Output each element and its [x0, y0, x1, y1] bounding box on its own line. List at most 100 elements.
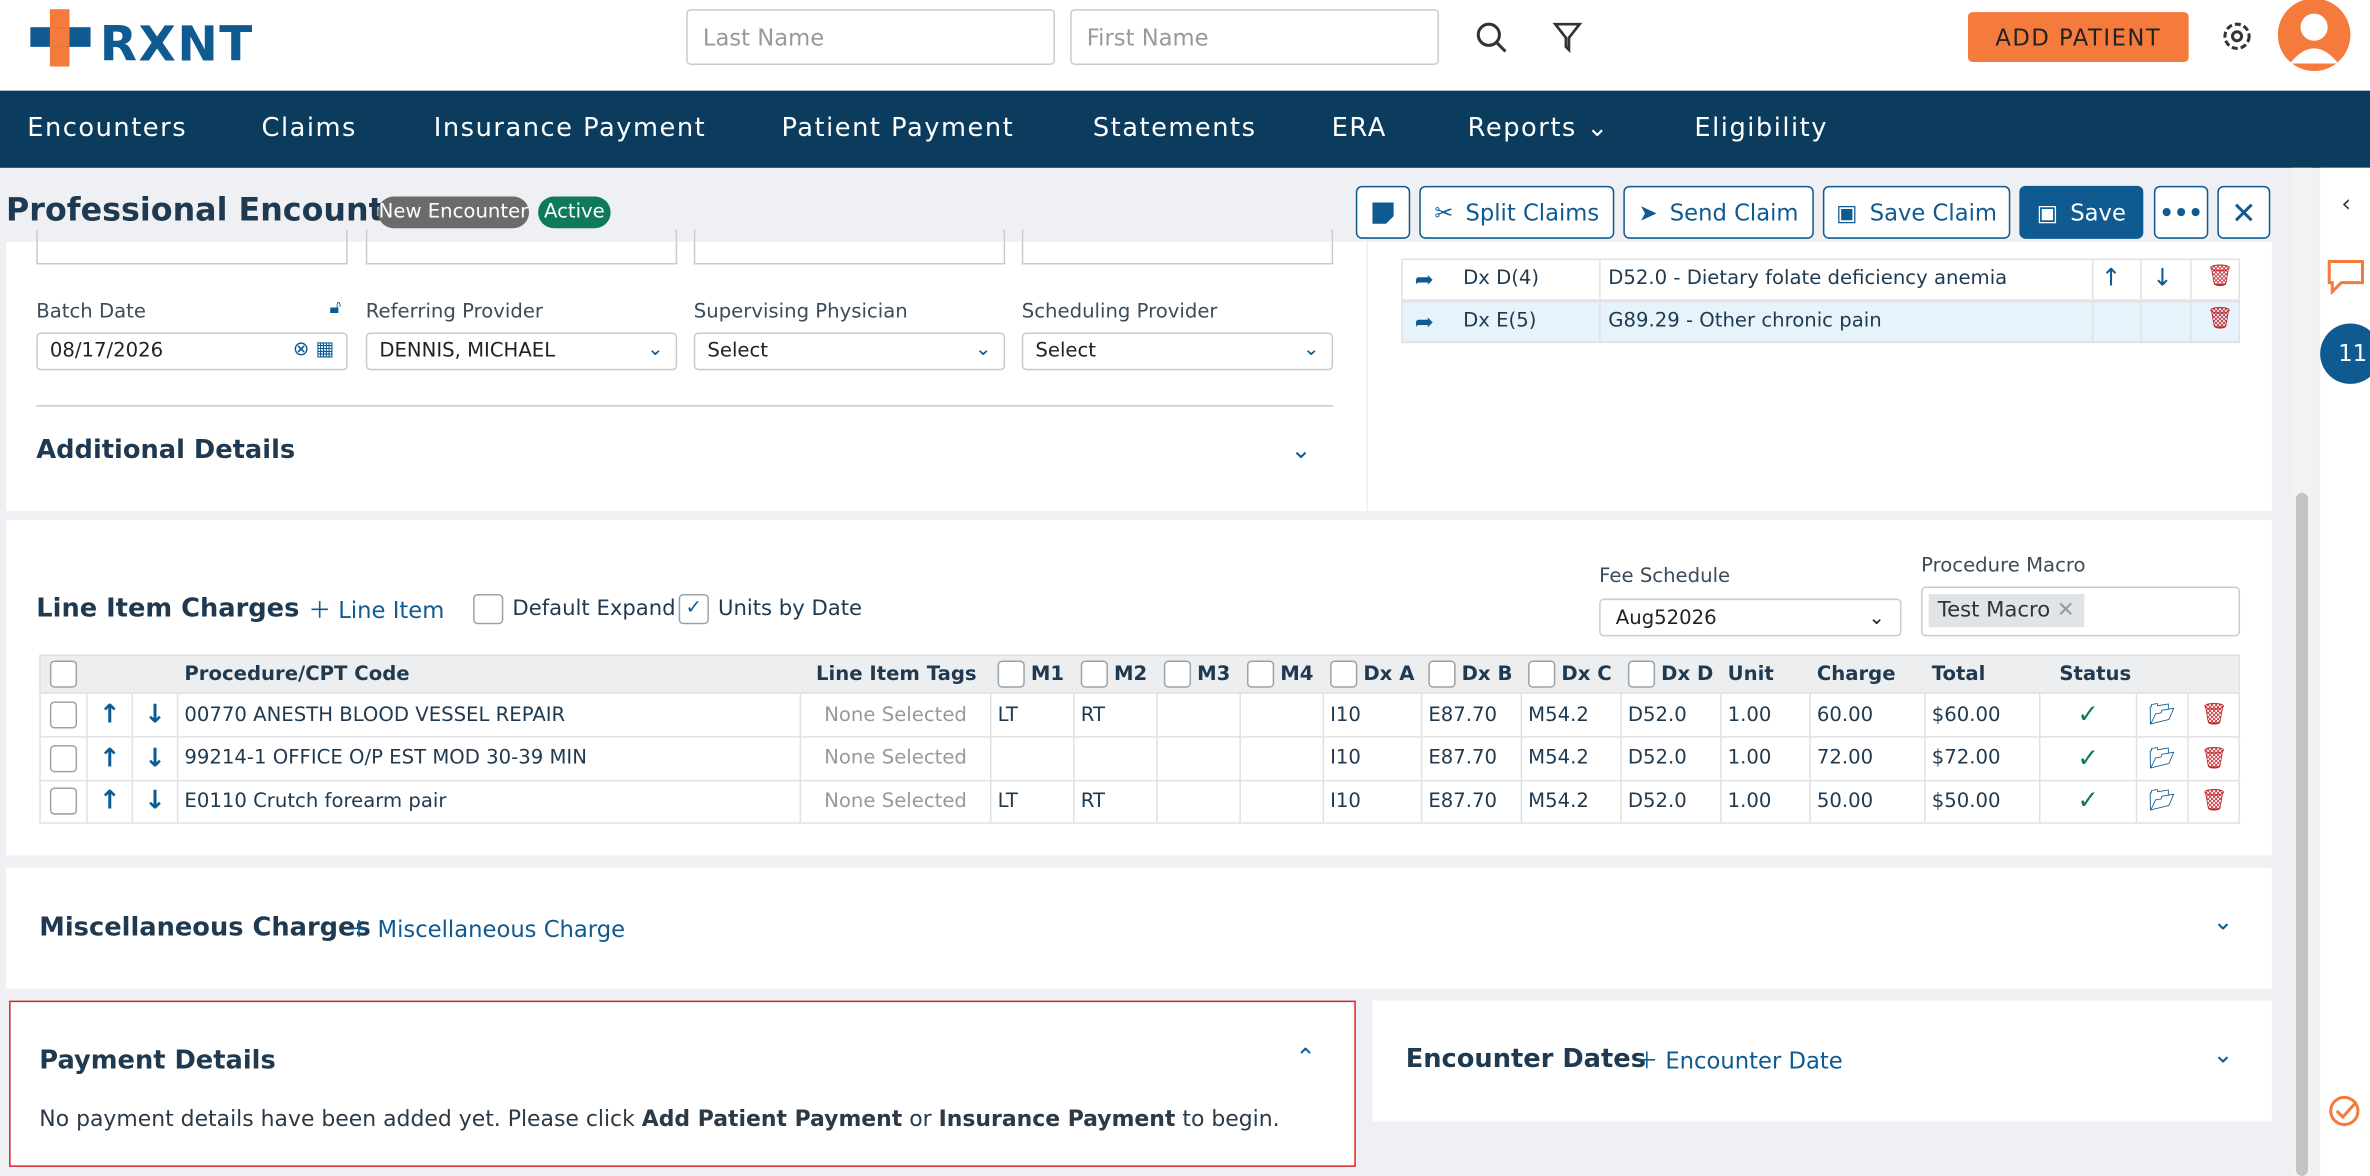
- table-cell: 50.00: [1811, 779, 1926, 823]
- delete-icon[interactable]: 🗑︎: [2206, 264, 2234, 289]
- task-icon[interactable]: [2326, 1093, 2362, 1129]
- move-down[interactable]: ↓: [133, 779, 179, 823]
- send-claim-button[interactable]: ➤ Send Claim: [1623, 185, 1814, 239]
- scrollbar[interactable]: [2292, 167, 2312, 1176]
- search-icon[interactable]: [1475, 21, 1508, 54]
- first-name-input[interactable]: First Name: [1070, 9, 1439, 65]
- collapse-chevron[interactable]: ⌃: [1295, 1042, 1316, 1072]
- field-input[interactable]: Select ⌄: [693, 332, 1006, 371]
- filter-icon[interactable]: [1552, 21, 1583, 54]
- table-cell: I10: [1324, 779, 1423, 823]
- checkbox[interactable]: [1627, 660, 1656, 688]
- nav-item[interactable]: Claims: [261, 113, 357, 144]
- column-label: Total: [1931, 662, 1986, 686]
- checkbox[interactable]: [1246, 660, 1275, 688]
- notification-badge[interactable]: 11: [2320, 323, 2370, 384]
- more-button[interactable]: •••: [2153, 185, 2209, 239]
- section-title: Payment Details: [39, 1045, 276, 1077]
- delete-icon[interactable]: 🗑︎: [2200, 745, 2228, 771]
- checkbox[interactable]: [1163, 660, 1192, 688]
- split-claims-button[interactable]: ✂ Split Claims: [1419, 185, 1615, 239]
- field-icon[interactable]: ⌄: [647, 338, 664, 362]
- status-check: ✓: [2041, 693, 2138, 737]
- save-button[interactable]: ▣ Save: [2019, 185, 2144, 239]
- settings-icon[interactable]: [2219, 18, 2255, 54]
- last-name-input[interactable]: Last Name: [686, 9, 1056, 65]
- delete-icon[interactable]: 🗑︎: [2200, 789, 2228, 814]
- move-up[interactable]: ↑: [88, 693, 134, 737]
- lock-icon[interactable]: 🔓︎: [329, 296, 342, 318]
- checkbox[interactable]: [39, 779, 88, 823]
- folder-icon[interactable]: 📂︎: [2137, 693, 2189, 737]
- column-header: Dx C: [1522, 654, 1622, 693]
- move-down[interactable]: ↓: [133, 736, 179, 780]
- delete-icon[interactable]: 🗑︎: [2200, 702, 2228, 728]
- field-input[interactable]: DENNIS, MICHAEL ⌄: [365, 332, 678, 371]
- checkbox[interactable]: [1428, 660, 1456, 688]
- note-button[interactable]: [1355, 185, 1411, 239]
- nav-item[interactable]: ERA: [1331, 113, 1387, 144]
- checkbox[interactable]: [49, 701, 77, 729]
- checkbox[interactable]: [49, 660, 78, 688]
- link[interactable]: Insurance Payment: [938, 1107, 1176, 1133]
- select-value: Aug52026: [1615, 607, 1717, 631]
- checkbox[interactable]: [39, 693, 88, 737]
- move-up[interactable]: ↑: [88, 779, 134, 823]
- move-down[interactable]: ↓: [133, 693, 179, 737]
- field-icon[interactable]: ⌄: [975, 338, 992, 362]
- field-icon[interactable]: ⊗ ▦: [292, 338, 335, 362]
- expand-chevron[interactable]: ⌄: [2212, 906, 2234, 936]
- dropdown-chevron: ⌄: [1576, 113, 1610, 144]
- folder-icon[interactable]: 📂︎: [2137, 736, 2189, 780]
- avatar[interactable]: [2276, 0, 2352, 76]
- field-input[interactable]: Select ⌄: [1021, 332, 1334, 371]
- expand-chevron[interactable]: ⌄: [1290, 435, 1312, 465]
- close-button[interactable]: ✕: [2217, 185, 2271, 239]
- field-input[interactable]: 08/17/2026 ⊗ ▦: [36, 332, 348, 371]
- collapse-icon[interactable]: ‹: [2341, 188, 2351, 218]
- checkbox[interactable]: [1330, 660, 1358, 688]
- column-label: M3: [1197, 662, 1231, 686]
- nav-item[interactable]: Encounters: [27, 113, 188, 144]
- dx-divider: [2140, 302, 2142, 342]
- nav-item[interactable]: Statements: [1092, 113, 1257, 144]
- expand-chevron[interactable]: ⌄: [2212, 1039, 2234, 1069]
- move-down[interactable]: ↓: [2152, 263, 2173, 292]
- save-claim-button[interactable]: ▣ Save Claim: [1822, 185, 2011, 239]
- dx-icon[interactable]: ➦: [1414, 266, 1434, 294]
- nav-item[interactable]: Reports ⌄: [1467, 113, 1610, 144]
- checkbox[interactable]: [49, 744, 77, 772]
- table-cell: M54.2: [1522, 779, 1622, 823]
- checkbox-checked[interactable]: ✓: [678, 594, 709, 625]
- add-line-item[interactable]: ＋ Line Item: [308, 597, 445, 625]
- payment-message: No payment details have been added yet. …: [39, 1108, 1279, 1132]
- macro-input[interactable]: Test Macro ✕: [1921, 586, 2241, 637]
- add-encounter-date[interactable]: ＋ Encounter Date: [1635, 1047, 1843, 1075]
- table-cell: LT: [992, 693, 1075, 737]
- nav-item[interactable]: Insurance Payment: [433, 113, 707, 144]
- table-cell: $72.00: [1926, 736, 2041, 780]
- text: to begin.: [1182, 1107, 1280, 1133]
- delete-icon[interactable]: 🗑︎: [2206, 306, 2234, 332]
- fee-schedule-select[interactable]: Aug52026 ⌄: [1599, 598, 1902, 637]
- checkbox[interactable]: [39, 736, 88, 780]
- checkbox[interactable]: [1080, 660, 1108, 688]
- folder-icon[interactable]: 📂︎: [2137, 779, 2189, 823]
- field-icon[interactable]: ⌄: [1303, 338, 1320, 362]
- move-up[interactable]: ↑: [88, 736, 134, 780]
- table-cell: 99214-1 OFFICE O/P EST MOD 30-39 MIN: [178, 736, 802, 780]
- section-title: Encounter Dates: [1405, 1044, 1647, 1075]
- link[interactable]: Add Patient Payment: [641, 1107, 903, 1133]
- checkbox[interactable]: [473, 594, 504, 625]
- checkbox[interactable]: [997, 660, 1025, 688]
- nav-item[interactable]: Eligibility: [1694, 113, 1828, 144]
- move-up[interactable]: ↑: [2100, 263, 2122, 292]
- nav-item[interactable]: Patient Payment: [781, 113, 1015, 144]
- add-misc-charge[interactable]: ＋ Miscellaneous Charge: [347, 915, 626, 944]
- dx-icon[interactable]: ➦: [1414, 308, 1434, 336]
- column-label: M2: [1113, 662, 1148, 686]
- checkbox[interactable]: [49, 787, 77, 815]
- checkbox[interactable]: [1528, 660, 1556, 688]
- chat-icon[interactable]: [2326, 258, 2365, 295]
- add-patient-button[interactable]: ADD PATIENT: [1967, 12, 2189, 62]
